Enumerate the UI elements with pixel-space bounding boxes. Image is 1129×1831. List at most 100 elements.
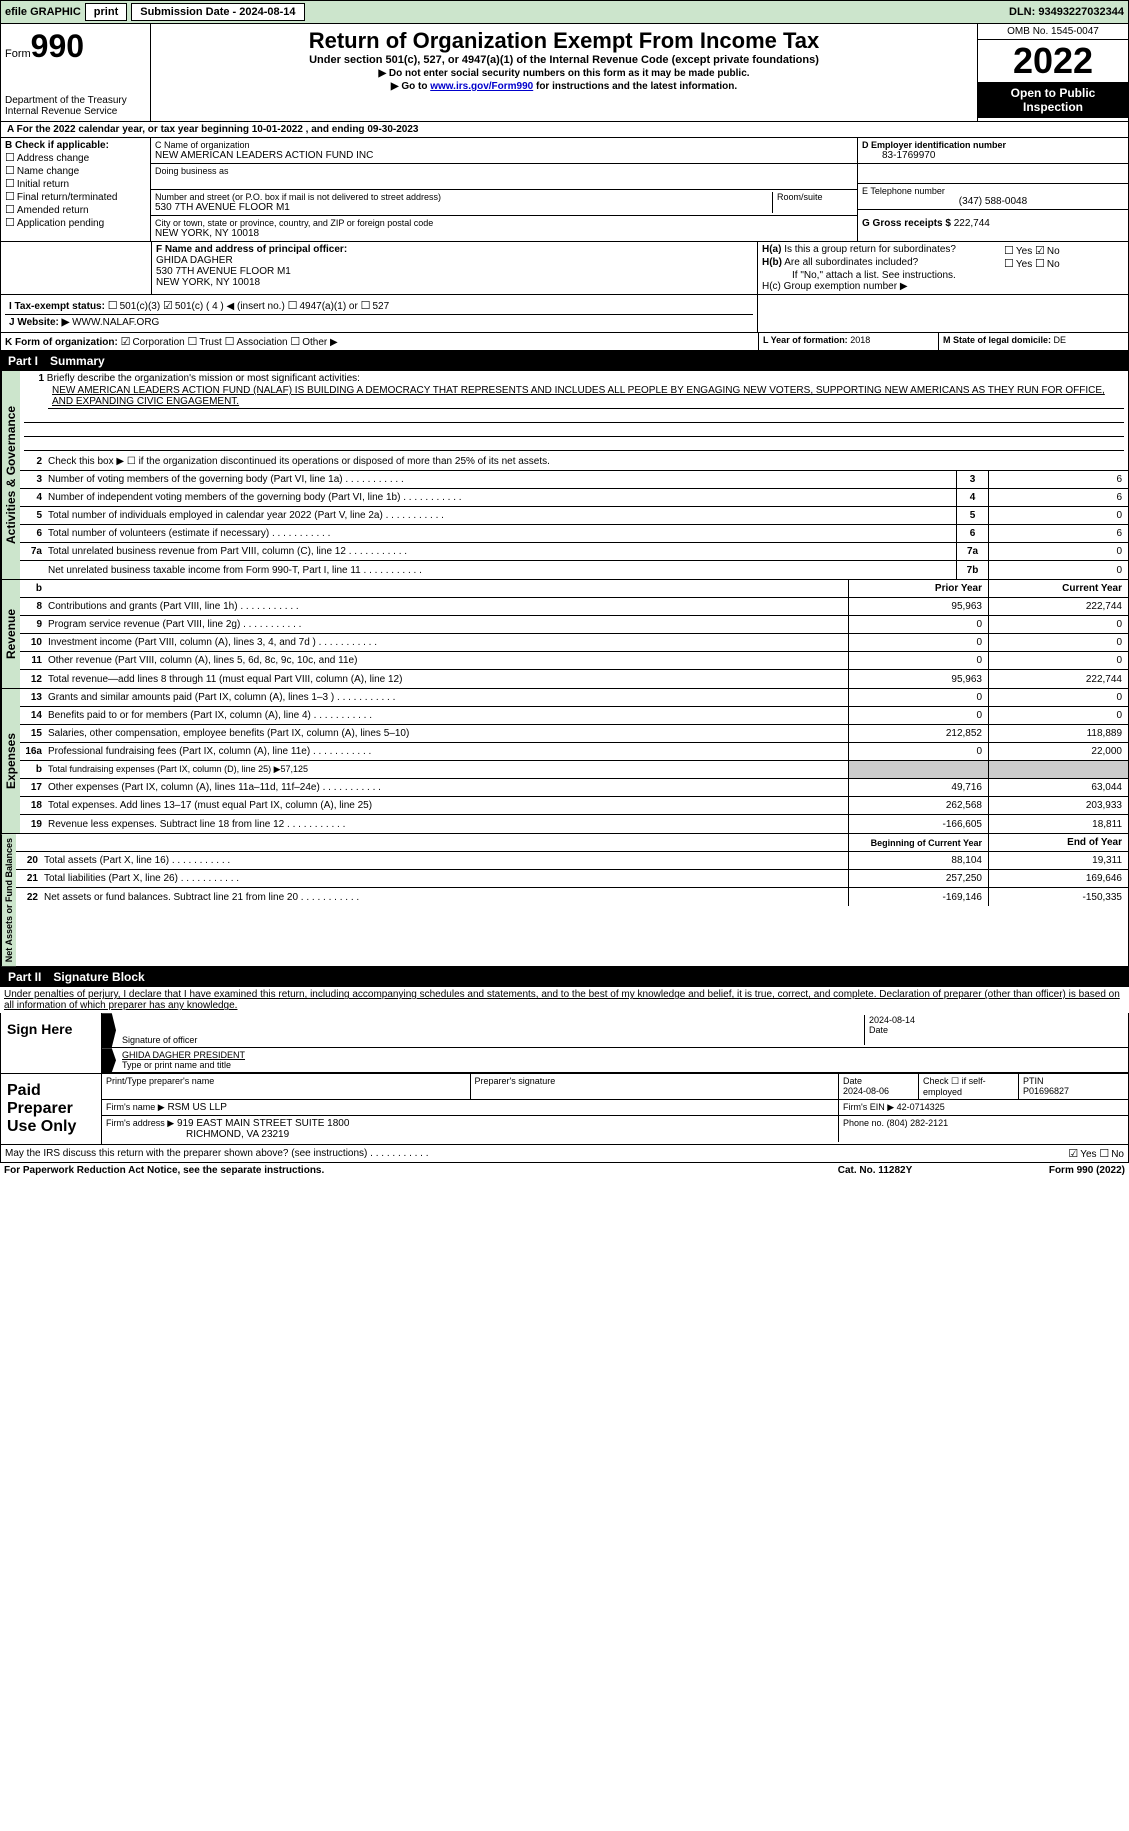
p21: 257,250 — [848, 870, 988, 887]
b-header: B Check if applicable: — [5, 140, 109, 151]
mission-blank3 — [24, 437, 1124, 451]
hc-label: H(c) Group exemption number ▶ — [762, 281, 1124, 292]
officer-city: NEW YORK, NY 10018 — [156, 277, 753, 288]
hb-no[interactable]: ☐ — [1035, 258, 1045, 270]
val7b: 0 — [988, 561, 1128, 579]
p18: 262,568 — [848, 797, 988, 814]
sign-here-block: Sign Here Signature of officer 2024-08-1… — [0, 1013, 1129, 1074]
discuss-no[interactable]: ☐ — [1099, 1148, 1109, 1160]
p13: 0 — [848, 689, 988, 706]
chk-501c[interactable]: ☑ — [163, 300, 173, 312]
ha-no[interactable]: ☑ — [1035, 245, 1045, 257]
line13: Grants and similar amounts paid (Part IX… — [48, 690, 848, 705]
sig-officer-label: Signature of officer — [122, 1035, 864, 1045]
line17: Other expenses (Part IX, column (A), lin… — [48, 780, 848, 795]
line8: Contributions and grants (Part VIII, lin… — [48, 599, 848, 614]
state-domicile: DE — [1054, 335, 1067, 345]
line20: Total assets (Part X, line 16) — [44, 853, 848, 868]
gross-receipts: 222,744 — [954, 218, 990, 229]
chk-addr[interactable]: ☐ — [5, 152, 15, 164]
print-button[interactable]: print — [85, 3, 127, 21]
p14: 0 — [848, 707, 988, 724]
footer: For Paperwork Reduction Act Notice, see … — [0, 1163, 1129, 1178]
part1-header: Part I Summary — [0, 351, 1129, 371]
mission-label: Briefly describe the organization's miss… — [47, 373, 360, 384]
revenue-label: Revenue — [1, 580, 20, 688]
ssn-note: ▶ Do not enter social security numbers o… — [155, 68, 973, 79]
row-ij: I Tax-exempt status: ☐501(c)(3) ☑501(c) … — [0, 295, 1129, 333]
line16b: Total fundraising expenses (Part IX, col… — [48, 762, 848, 777]
penalties-text: Under penalties of perjury, I declare th… — [0, 987, 1129, 1013]
ha-yes[interactable]: ☐ — [1004, 245, 1014, 257]
chk-corp[interactable]: ☑ — [121, 336, 131, 348]
prep-sig-label: Preparer's signature — [470, 1074, 839, 1099]
p16b — [848, 761, 988, 778]
c8: 222,744 — [988, 598, 1128, 615]
c20: 19,311 — [988, 852, 1128, 869]
c-name-label: C Name of organization — [155, 140, 853, 150]
revenue-section: Revenue bPrior YearCurrent Year 8Contrib… — [0, 580, 1129, 689]
expenses-label: Expenses — [1, 689, 20, 833]
paid-preparer-label: Paid Preparer Use Only — [1, 1074, 101, 1144]
irs-label: Internal Revenue Service — [5, 106, 146, 117]
c18: 203,933 — [988, 797, 1128, 814]
p22: -169,146 — [848, 888, 988, 906]
omb-number: OMB No. 1545-0047 — [978, 24, 1128, 40]
chk-app[interactable]: ☐ — [5, 217, 15, 229]
prior-year-hdr: Prior Year — [848, 580, 988, 597]
mission-blank1 — [24, 409, 1124, 423]
line14: Benefits paid to or for members (Part IX… — [48, 708, 848, 723]
curr-year-hdr: Current Year — [988, 580, 1128, 597]
c12: 222,744 — [988, 670, 1128, 688]
c9: 0 — [988, 616, 1128, 633]
p15: 212,852 — [848, 725, 988, 742]
chk-501c3[interactable]: ☐ — [108, 300, 118, 312]
chk-4947[interactable]: ☐ — [288, 300, 298, 312]
i-label: I Tax-exempt status: — [9, 301, 105, 312]
phone: (347) 588-0048 — [862, 196, 1124, 207]
officer-name-title: GHIDA DAGHER PRESIDENT — [122, 1050, 1124, 1060]
val6: 6 — [988, 525, 1128, 542]
line7b: Net unrelated business taxable income fr… — [48, 563, 956, 578]
discuss-yes[interactable]: ☑ — [1068, 1148, 1078, 1160]
discuss-row: May the IRS discuss this return with the… — [0, 1145, 1129, 1163]
pra-notice: For Paperwork Reduction Act Notice, see … — [4, 1165, 775, 1176]
form-word: Form — [5, 48, 31, 60]
line7a: Total unrelated business revenue from Pa… — [48, 544, 956, 559]
chk-527[interactable]: ☐ — [361, 300, 371, 312]
chk-init[interactable]: ☐ — [5, 178, 15, 190]
city: NEW YORK, NY 10018 — [155, 228, 853, 239]
section-bcd: B Check if applicable: ☐Address change ☐… — [0, 138, 1129, 242]
officer-name: GHIDA DAGHER — [156, 255, 753, 266]
chk-other[interactable]: ☐ — [290, 336, 300, 348]
year-formation: 2018 — [850, 335, 870, 345]
discuss-label: May the IRS discuss this return with the… — [5, 1148, 1068, 1159]
hb-yes[interactable]: ☐ — [1004, 258, 1014, 270]
netassets-section: Net Assets or Fund Balances Beginning of… — [0, 834, 1129, 967]
chk-trust[interactable]: ☐ — [187, 336, 197, 348]
l-label: L Year of formation: — [763, 335, 848, 345]
cat-no: Cat. No. 11282Y — [775, 1165, 975, 1176]
j-label: J Website: ▶ — [9, 317, 69, 328]
self-employed: Check ☐ if self-employed — [918, 1074, 1018, 1099]
hb-label: H(b) Are all subordinates included? — [762, 257, 1004, 270]
line21: Total liabilities (Part X, line 26) — [44, 871, 848, 886]
chk-amend[interactable]: ☐ — [5, 204, 15, 216]
open-public: Open to Public Inspection — [978, 82, 1128, 118]
chk-assoc[interactable]: ☐ — [225, 336, 235, 348]
row-klm: K Form of organization: ☑Corporation ☐Tr… — [0, 333, 1129, 351]
line12: Total revenue—add lines 8 through 11 (mu… — [48, 672, 848, 687]
p10: 0 — [848, 634, 988, 651]
chk-final[interactable]: ☐ — [5, 191, 15, 203]
irs-link[interactable]: www.irs.gov/Form990 — [430, 81, 533, 92]
mission-blank2 — [24, 423, 1124, 437]
boy-hdr: Beginning of Current Year — [848, 834, 988, 851]
type-name-label: Type or print name and title — [122, 1060, 1124, 1070]
hb-note: If "No," attach a list. See instructions… — [762, 270, 1124, 281]
part2-header: Part II Signature Block — [0, 967, 1129, 987]
c16b — [988, 761, 1128, 778]
line6: Total number of volunteers (estimate if … — [48, 526, 956, 541]
ha-label: H(a) Is this a group return for subordin… — [762, 244, 1004, 257]
firm-addr2: RICHMOND, VA 23219 — [106, 1129, 834, 1140]
chk-name[interactable]: ☐ — [5, 165, 15, 177]
